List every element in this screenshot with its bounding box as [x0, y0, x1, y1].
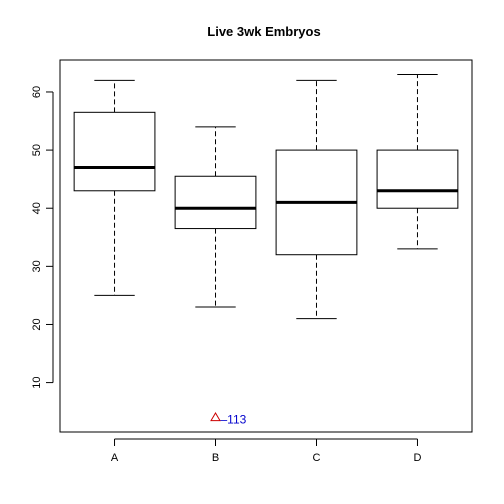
box-iqr [73, 111, 156, 192]
box-B [174, 126, 257, 308]
box-series [73, 74, 459, 320]
x-tick-label: B [212, 452, 219, 464]
y-tick-label: 40 [31, 202, 43, 214]
y-tick-label: 20 [31, 318, 43, 330]
chart-title: Live 3wk Embryos [207, 24, 320, 39]
x-tick-label: C [313, 452, 321, 464]
outlier-series: –113 [210, 411, 247, 426]
y-axis: 10 20 30 40 50 60 [31, 86, 54, 389]
y-tick-label: 30 [31, 260, 43, 272]
y-tick-label: 10 [31, 376, 43, 388]
x-tick-label: D [413, 452, 421, 464]
y-tick-label: 50 [31, 144, 43, 156]
outlier-marker [210, 411, 221, 422]
box-iqr [174, 175, 257, 230]
y-tick-label: 60 [31, 86, 43, 98]
x-tick-label: A [111, 452, 119, 464]
x-axis: A B C D [111, 438, 421, 464]
box-C [275, 79, 358, 320]
outlier-label: –113 [221, 412, 247, 426]
box-D [376, 74, 459, 250]
plot-frame [59, 59, 473, 433]
box-iqr [376, 149, 459, 209]
box-A [73, 79, 156, 296]
